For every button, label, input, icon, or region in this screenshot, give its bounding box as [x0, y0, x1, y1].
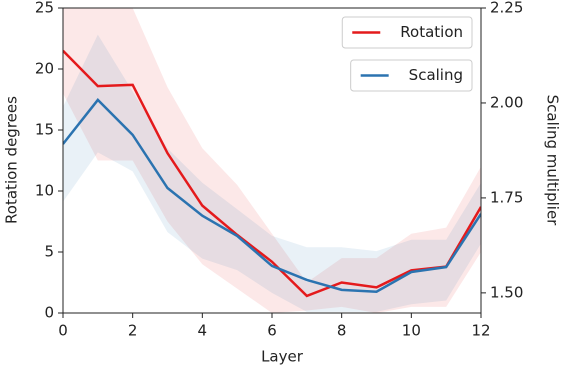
line [63, 98, 481, 293]
y2-tick-label: 1.50 [490, 283, 523, 301]
x-tick-label: 8 [337, 322, 347, 340]
x-axis-label: Layer [261, 348, 304, 366]
band [63, 34, 481, 312]
legend-label: Scaling [409, 66, 463, 84]
x-tick-label: 10 [402, 322, 421, 340]
y2-axis-label: Scaling multiplier [544, 95, 562, 227]
y-tick-label: 15 [35, 121, 54, 139]
x-tick-label: 12 [471, 322, 490, 340]
y-tick-label: 25 [35, 0, 54, 17]
legend-box [350, 59, 473, 92]
y2-tick-label: 2.25 [490, 0, 523, 17]
x-tick-label: 2 [128, 322, 138, 340]
bands [63, 8, 481, 313]
x-tick-label: 6 [267, 322, 277, 340]
y2-tick-label: 2.00 [490, 93, 523, 111]
y-tick-label: 0 [44, 304, 54, 322]
legend-entry: Rotation [341, 16, 473, 49]
line [63, 49, 481, 298]
y2-tick-label: 1.75 [490, 188, 523, 206]
legend-label: Rotation [400, 23, 463, 41]
legend-entry: Scaling [350, 59, 473, 92]
band [63, 8, 481, 313]
y-tick-label: 5 [44, 243, 54, 261]
x-tick-label: 0 [58, 322, 68, 340]
y-axis-label: Rotation degrees [3, 96, 21, 224]
x-tick-label: 4 [198, 322, 208, 340]
y-tick-label: 20 [35, 60, 54, 78]
lines [63, 49, 481, 298]
y-tick-label: 10 [35, 182, 54, 200]
legend-box [341, 16, 473, 49]
